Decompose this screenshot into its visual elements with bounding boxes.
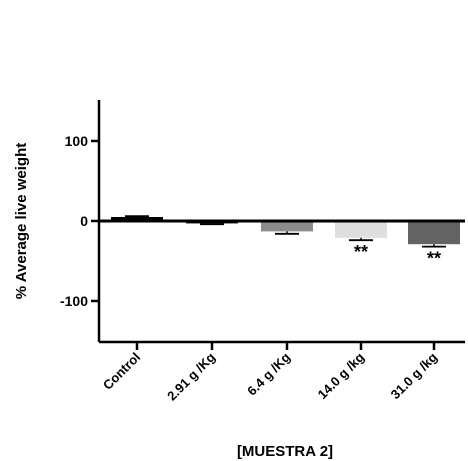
bar xyxy=(261,221,313,232)
significance-annotations: ** ** xyxy=(354,242,441,268)
x-tick-label: Control xyxy=(100,350,143,393)
x-tick-label: 6.4 g /Kg xyxy=(244,349,293,398)
x-tick-label: 31.0 g /kg xyxy=(388,349,441,402)
bar xyxy=(335,221,387,238)
bar xyxy=(111,217,163,221)
y-axis: 100 0 -100 xyxy=(60,100,101,342)
y-tick-label: 100 xyxy=(65,133,89,149)
x-axis-title: [MUESTRA 2] xyxy=(237,443,333,460)
x-tick-label: 2.91 g /Kg xyxy=(164,349,218,403)
y-tick-label: 0 xyxy=(80,213,88,229)
bar-series xyxy=(111,217,460,245)
x-axis: Control 2.91 g /Kg 6.4 g /Kg 14.0 g /kg 31.0… xyxy=(99,340,465,404)
bar xyxy=(408,221,460,245)
y-axis-title: % Average live weight xyxy=(13,143,30,299)
y-tick-label: -100 xyxy=(60,293,88,309)
significance-label: ** xyxy=(427,249,441,269)
error-bars xyxy=(125,215,446,248)
significance-label: ** xyxy=(354,242,368,262)
x-tick-label: 14.0 g /kg xyxy=(315,349,368,402)
